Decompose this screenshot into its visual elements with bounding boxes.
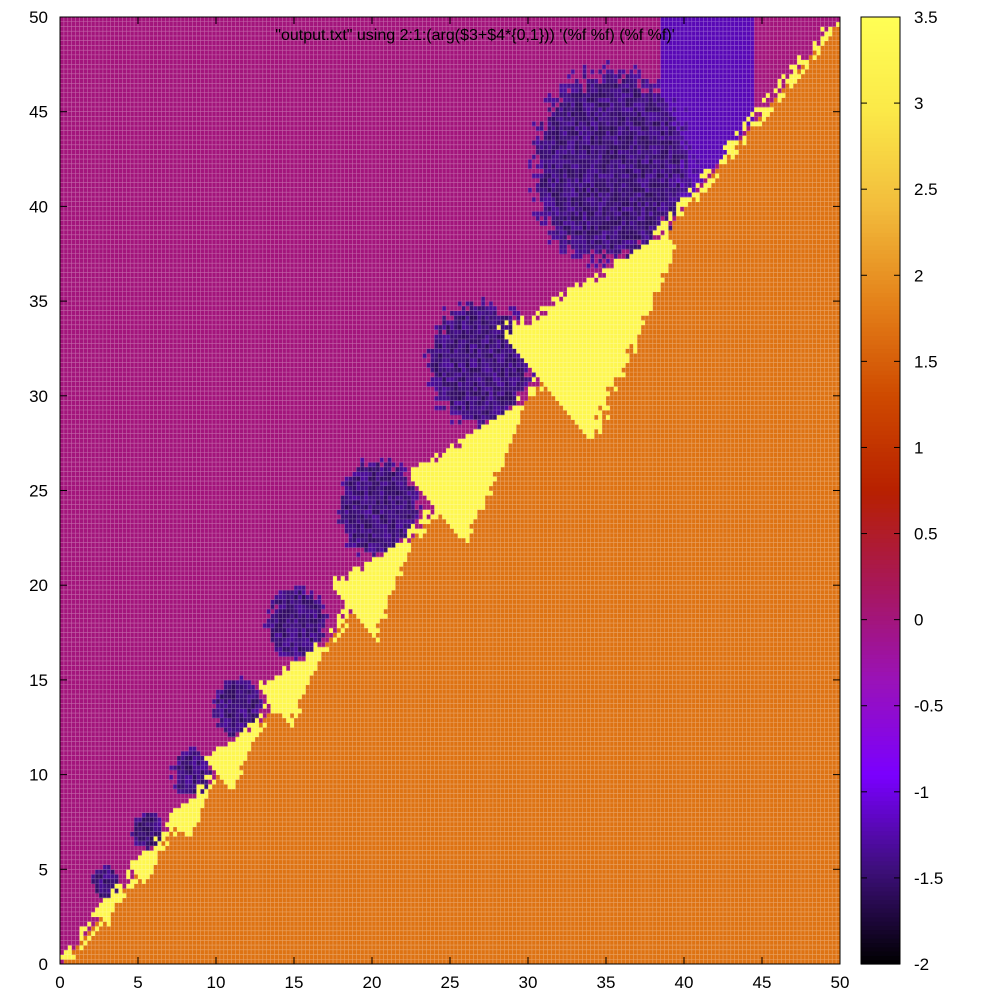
colorbar-tick-label: 1.5 (914, 352, 938, 371)
y-tick-label: 5 (39, 860, 48, 879)
colorbar-tick-label: 0.5 (914, 525, 938, 544)
x-tick-label: 10 (207, 973, 226, 992)
colorbar-tick-label: 2.5 (914, 180, 938, 199)
y-tick-label: 10 (29, 766, 48, 785)
colorbar-tick-label: 3 (914, 94, 923, 113)
x-tick-label: 25 (441, 973, 460, 992)
plot-title: "output.txt" using 2:1:(arg($3+$4*{0,1})… (275, 27, 674, 44)
y-tick-label: 0 (39, 955, 48, 974)
colorbar-tick-label: 0 (914, 611, 923, 630)
y-tick-label: 35 (29, 292, 48, 311)
colorbar-tick-label: 3.5 (914, 8, 938, 27)
colorbar-tick-label: -2 (914, 955, 929, 974)
y-tick-label: 20 (29, 576, 48, 595)
y-tick-label: 45 (29, 103, 48, 122)
cell-grid (60, 17, 840, 964)
y-tick-label: 50 (29, 8, 48, 27)
colorbar (861, 17, 900, 965)
x-tick-label: 5 (133, 973, 142, 992)
colorbar-tick-label: -0.5 (914, 697, 943, 716)
y-tick-label: 40 (29, 197, 48, 216)
x-tick-label: 20 (363, 973, 382, 992)
colorbar-tick-label: -1.5 (914, 869, 943, 888)
colorbar-tick-label: 1 (914, 438, 923, 457)
colorbar-tick-label: 2 (914, 266, 923, 285)
y-tick-label: 30 (29, 387, 48, 406)
cell-gridlines (60, 17, 840, 964)
x-tick-label: 0 (55, 973, 64, 992)
y-tick-label: 15 (29, 671, 48, 690)
y-tick-label: 25 (29, 482, 48, 501)
colorbar-tick-label: -1 (914, 783, 929, 802)
x-tick-label: 35 (597, 973, 616, 992)
x-tick-label: 40 (675, 973, 694, 992)
x-tick-label: 45 (753, 973, 772, 992)
x-tick-label: 15 (285, 973, 304, 992)
x-tick-label: 50 (831, 973, 850, 992)
x-tick-label: 30 (519, 973, 538, 992)
